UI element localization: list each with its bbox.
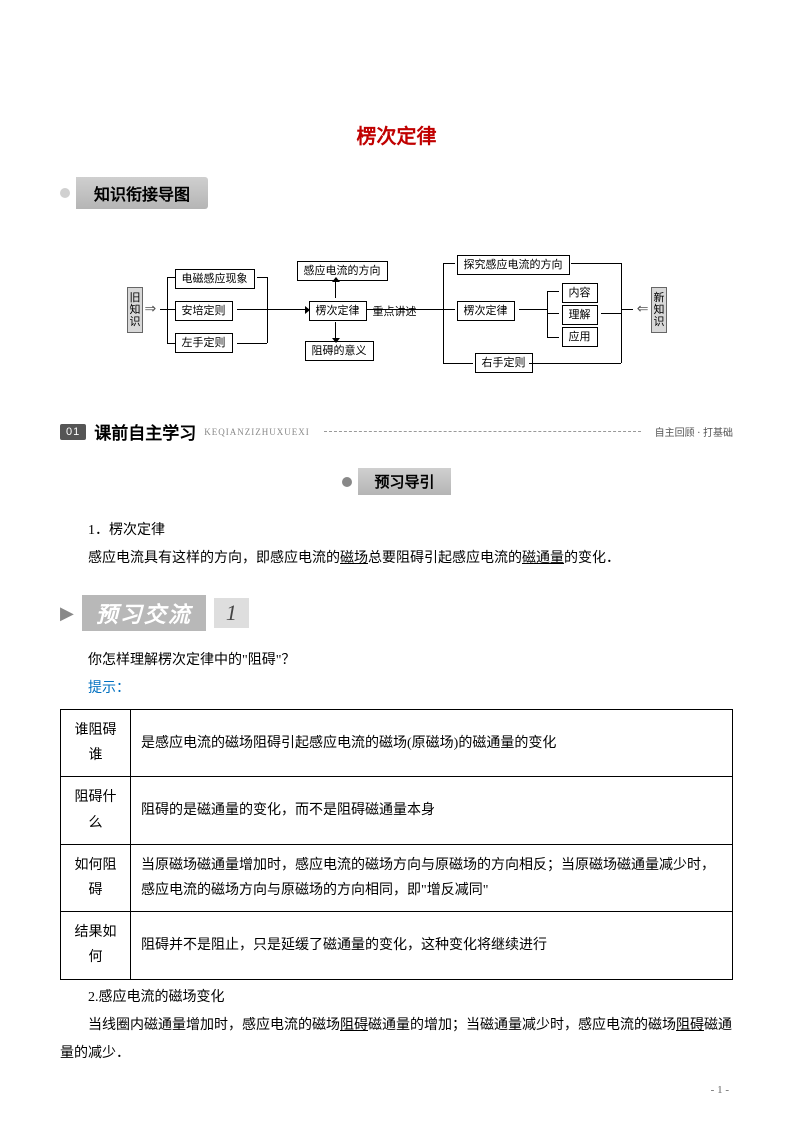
bracket-line: [571, 263, 621, 264]
preview-exchange-num-wrap: 1: [214, 598, 249, 628]
bracket-line: [443, 363, 473, 364]
connector-line: [257, 277, 267, 278]
knowledge-diagram: 旧 知 识 新 知 识 ⇒ ⇐ 电磁感应现象 安培定则 左手定则 感应电流的方向…: [127, 249, 667, 379]
diagram-box: 安培定则: [175, 301, 233, 321]
text: 感应电流具有这样的方向，即感应电流的: [88, 551, 340, 566]
diagram-box: 电磁感应现象: [175, 269, 255, 289]
bracket-line: [167, 277, 168, 343]
bracket-line: [601, 313, 621, 314]
connector-line: [237, 343, 267, 344]
bracket-line: [167, 277, 175, 278]
diagram-box: 感应电流的方向: [297, 261, 388, 281]
page-footer: - 1 -: [711, 1084, 729, 1096]
bracket-line: [167, 309, 175, 310]
bracket-line: [547, 337, 559, 338]
bracket-line: [443, 263, 444, 363]
text: 总要阻碍引起感应电流的: [368, 551, 522, 566]
page-title: 楞次定律: [60, 120, 733, 149]
bullet-icon: [60, 188, 70, 198]
table-cell: 阻碍并不是阻止，只是延缓了磁通量的变化，这种变化将继续进行: [131, 912, 733, 979]
diagram-box: 内容: [562, 283, 598, 303]
table-cell: 阻碍的是磁通量的变化，而不是阻碍磁通量本身: [131, 777, 733, 844]
triangle-right-icon: ▶: [60, 603, 74, 624]
bracket-line: [547, 291, 559, 292]
connector-line: [237, 309, 267, 310]
bracket-line: [443, 263, 455, 264]
bracket-line: [547, 291, 548, 337]
section-header-label: 知识衔接导图: [76, 177, 208, 209]
bracket-line: [547, 313, 559, 314]
diagram-label: 重点讲述: [373, 303, 417, 319]
underline-text: 阻碍: [340, 1018, 368, 1033]
connector-line: [267, 277, 268, 343]
arrow-right-icon: [267, 309, 305, 310]
diagram-box: 理解: [562, 305, 598, 325]
underline-text: 磁场: [340, 551, 368, 566]
section-header-knowledge: 知识衔接导图: [60, 177, 733, 209]
diagram-box: 楞次定律: [309, 301, 367, 321]
bracket-line: [529, 363, 621, 364]
bracket-line: [167, 343, 175, 344]
diagram-box: 左手定则: [175, 333, 233, 353]
bracket-line: [427, 309, 443, 310]
bullet-icon: [342, 477, 352, 487]
connector-line: [367, 309, 427, 310]
pre1-num: 1．楞次定律: [60, 517, 733, 545]
arrow-left-icon: ⇐: [637, 301, 649, 318]
arrow-down-icon: [335, 322, 336, 338]
table-cell: 是感应电流的磁场阻碍引起感应电流的磁场(原磁场)的磁通量的变化: [131, 710, 733, 777]
table-row: 谁阻碍谁 是感应电流的磁场阻碍引起感应电流的磁场(原磁场)的磁通量的变化: [61, 710, 733, 777]
hint-label: 提示：: [60, 675, 733, 703]
section-01-title: 课前自主学习: [94, 419, 196, 444]
bracket-line: [443, 309, 455, 310]
sub-header-label: 预习导引: [358, 468, 450, 495]
text: 的变化．: [564, 551, 620, 566]
diagram-box: 右手定则: [475, 353, 533, 373]
section-01-pinyin: KEQIANZIZHUXUEXI: [204, 427, 309, 437]
dashed-line: [324, 431, 641, 432]
connector-line: [519, 309, 547, 310]
section-01-right: 自主回顾 · 打基础: [655, 424, 733, 439]
pre1-text: 感应电流具有这样的方向，即感应电流的磁场总要阻碍引起感应电流的磁通量的变化．: [60, 545, 733, 573]
diagram-box: 阻碍的意义: [305, 341, 374, 361]
diagram-box: 应用: [562, 327, 598, 347]
arrow-up-icon: [335, 282, 336, 298]
preview-exchange-header: ▶ 预习交流 1: [60, 595, 733, 631]
underline-text: 磁通量: [522, 551, 564, 566]
text: 磁通量的增加；当磁通量减少时，感应电流的磁场: [368, 1018, 676, 1033]
preview-exchange-num: 1: [226, 600, 237, 625]
table-row: 如何阻碍 当原磁场磁通量增加时，感应电流的磁场方向与原磁场的方向相反；当原磁场磁…: [61, 844, 733, 911]
sub-header-preview: 预习导引: [60, 468, 733, 495]
post-num: 2.感应电流的磁场变化: [60, 984, 733, 1012]
preview-exchange-label: 预习交流: [82, 595, 206, 631]
old-knowledge-label: 旧 知 识: [127, 287, 143, 333]
bracket-line: [621, 263, 622, 363]
table-label: 谁阻碍谁: [61, 710, 131, 777]
table-label: 阻碍什么: [61, 777, 131, 844]
diagram-box: 楞次定律: [457, 301, 515, 321]
table-row: 阻碍什么 阻碍的是磁通量的变化，而不是阻碍磁通量本身: [61, 777, 733, 844]
bracket-line: [621, 309, 633, 310]
table-row: 结果如何 阻碍并不是阻止，只是延缓了磁通量的变化，这种变化将继续进行: [61, 912, 733, 979]
new-knowledge-label: 新 知 识: [651, 287, 667, 333]
section-01-badge: 01: [60, 424, 86, 440]
table-label: 如何阻碍: [61, 844, 131, 911]
underline-text: 阻碍: [676, 1018, 704, 1033]
hint-text: 提示：: [88, 681, 130, 696]
question-text: 你怎样理解楞次定律中的"阻碍"？: [60, 647, 733, 675]
table-label: 结果如何: [61, 912, 131, 979]
bracket-line: [160, 309, 167, 310]
table-cell: 当原磁场磁通量增加时，感应电流的磁场方向与原磁场的方向相反；当原磁场磁通量减少时…: [131, 844, 733, 911]
diagram-box: 探究感应电流的方向: [457, 255, 570, 275]
hint-table: 谁阻碍谁 是感应电流的磁场阻碍引起感应电流的磁场(原磁场)的磁通量的变化 阻碍什…: [60, 709, 733, 980]
text: 当线圈内磁通量增加时，感应电流的磁场: [88, 1018, 340, 1033]
post-text: 当线圈内磁通量增加时，感应电流的磁场阻碍磁通量的增加；当磁通量减少时，感应电流的…: [60, 1012, 733, 1068]
section-01-header: 01 课前自主学习 KEQIANZIZHUXUEXI 自主回顾 · 打基础: [60, 419, 733, 444]
arrow-right-icon: ⇒: [145, 301, 157, 318]
